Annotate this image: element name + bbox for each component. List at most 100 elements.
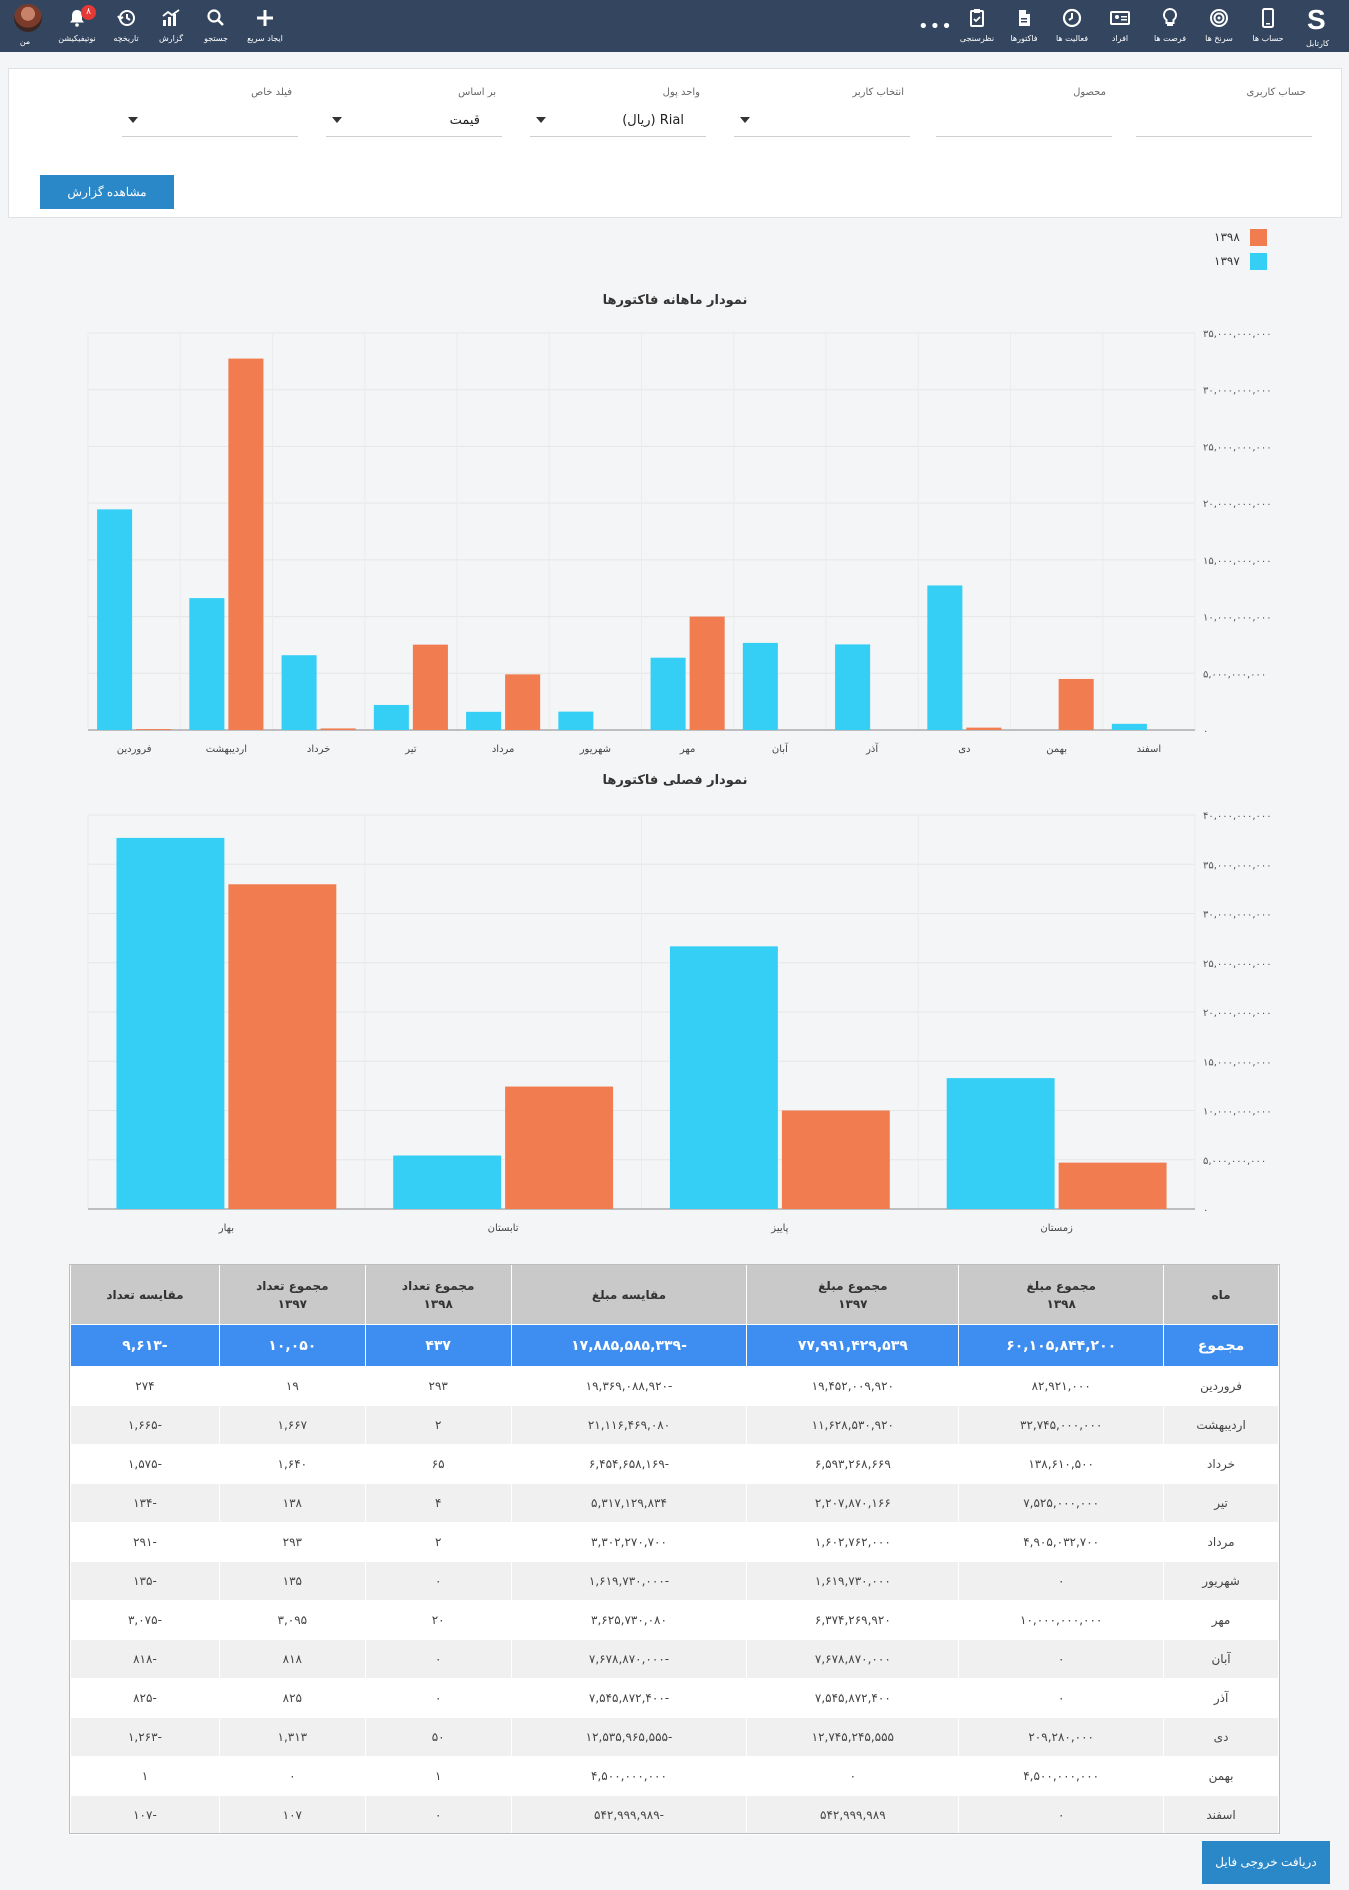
y-tick-label: ۰ [1203, 726, 1208, 737]
seasonal-chart-title: نمودار فصلی فاکتورها [602, 773, 748, 788]
filter-panel: حساب کاربری محصول انتخاب کاربر واحد پول … [8, 68, 1342, 218]
x-tick-label: مهر [679, 744, 695, 755]
nav-survey[interactable]: نظرسنجی [955, 0, 999, 52]
table-cell: ۲۱,۱۱۶,۴۶۹,۰۸۰ [510, 1405, 748, 1445]
table-cell: -۱,۵۷۵ [70, 1444, 220, 1484]
table-cell: -۲۹۱ [70, 1522, 220, 1562]
table-cell: ۰ [958, 1561, 1165, 1601]
y-tick-label: ۲۰,۰۰۰,۰۰۰,۰۰۰ [1203, 1008, 1272, 1019]
y-tick-label: ۲۵,۰۰۰,۰۰۰,۰۰۰ [1203, 442, 1272, 453]
col-amount-compare: مقایسه مبلغ [510, 1264, 748, 1325]
nav-opportunities[interactable]: فرصت ها [1148, 0, 1192, 52]
table-cell: ۳,۰۹۵ [218, 1600, 366, 1640]
total-cell: ۷۷,۹۹۱,۴۲۹,۵۳۹ [746, 1324, 960, 1367]
legend-item-1397[interactable]: ۱۳۹۷ [1210, 251, 1270, 275]
account-field[interactable]: حساب کاربری [1136, 87, 1312, 137]
table-cell: ۰ [958, 1678, 1165, 1718]
table-cell: ۰ [364, 1795, 512, 1835]
bar-1397 [373, 704, 409, 730]
table-row: خرداد ۱۳۸,۶۱۰,۵۰۰ ۶,۵۹۳,۲۶۸,۶۶۹ -۶,۴۵۴,۶۵۸,… [70, 1444, 1279, 1484]
table-cell: ۳,۶۲۵,۷۳۰,۰۸۰ [510, 1600, 748, 1640]
bar-1397 [669, 946, 778, 1209]
table-cell: ۰ [958, 1795, 1165, 1835]
export-file-button[interactable]: دریافت خروجی فایل [1202, 1841, 1330, 1884]
nav-leads[interactable]: سرنخ ها [1197, 0, 1241, 52]
bar-1397 [650, 657, 686, 730]
bar-1397 [835, 644, 871, 730]
bar-1397 [1111, 723, 1147, 730]
app-logo[interactable]: S [1307, 4, 1326, 35]
total-cell: ۶۰,۱۰۵,۸۴۴,۲۰۰ [958, 1324, 1165, 1367]
nav-quick-create[interactable]: ایجاد سریع [243, 0, 287, 52]
nav-activities-label: فعالیت ها [1055, 34, 1089, 43]
based-on-select[interactable]: بر اساس قیمت [326, 87, 502, 137]
bar-1397 [393, 1155, 502, 1209]
nav-profile-label: من [19, 37, 31, 46]
currency-select[interactable]: واحد پول Rial (ریال) [530, 87, 706, 137]
x-tick-label: فروردین [117, 744, 152, 755]
top-navigation-bar: من ۸ نوتیفیکیشن تاریخچه گزارش جستجو ایجا… [0, 0, 1349, 52]
nav-leads-label: سرنخ ها [1205, 34, 1233, 43]
custom-field-select[interactable]: فیلد خاص [122, 87, 298, 137]
nav-history[interactable]: تاریخچه [104, 0, 148, 52]
y-tick-label: ۳۰,۰۰۰,۰۰۰,۰۰۰ [1203, 910, 1272, 921]
nav-search[interactable]: جستجو [194, 0, 238, 52]
nav-cartable-label[interactable]: کارتابل [1306, 39, 1330, 48]
bar-1397 [97, 509, 133, 730]
x-tick-label: دی [958, 744, 970, 755]
bar-1398 [966, 727, 1002, 730]
x-tick-label: شهریور [579, 744, 611, 755]
table-cell: -۱۳۵ [70, 1561, 220, 1601]
bar-1398 [136, 729, 172, 730]
table-cell: ۶,۵۹۳,۲۶۸,۶۶۹ [746, 1444, 960, 1484]
y-tick-label: ۱۵,۰۰۰,۰۰۰,۰۰۰ [1203, 1057, 1272, 1068]
more-menu-icon[interactable]: ••• [918, 16, 953, 37]
seasonal-invoice-chart: ۰ ۵,۰۰۰,۰۰۰,۰۰۰ ۱۰,۰۰۰,۰۰۰,۰۰۰ ۱۵,۰۰۰,۰۰۰,۰… [87, 811, 1272, 1234]
nav-report[interactable]: گزارش [149, 0, 193, 52]
view-report-button[interactable]: مشاهده گزارش [40, 175, 174, 209]
table-cell: ۲ [364, 1522, 512, 1562]
table-cell: ۱۰,۰۰۰,۰۰۰,۰۰۰ [958, 1600, 1165, 1640]
nav-opportunities-label: فرصت ها [1153, 34, 1187, 43]
custom-field-label: فیلد خاص [251, 87, 292, 98]
nav-quick-create-label: ایجاد سریع [247, 34, 283, 43]
table-cell: آبان [1163, 1639, 1279, 1679]
user-select[interactable]: انتخاب کاربر [734, 87, 910, 137]
x-tick-label: اردیبهشت [206, 744, 247, 755]
table-cell: ۱,۳۱۳ [218, 1717, 366, 1757]
product-field[interactable]: محصول [936, 87, 1112, 137]
nav-people[interactable]: افراد [1098, 0, 1142, 52]
nav-activities[interactable]: فعالیت ها [1050, 0, 1094, 52]
table-row: مهر ۱۰,۰۰۰,۰۰۰,۰۰۰ ۶,۳۷۴,۲۶۹,۹۲۰ ۳,۶۲۵,۷۳۰,… [70, 1600, 1279, 1640]
x-tick-label: زمستان [1040, 1223, 1073, 1234]
nav-history-label: تاریخچه [113, 34, 139, 43]
nav-accounts[interactable]: حساب ها [1246, 0, 1290, 52]
legend-item-1398[interactable]: ۱۳۹۸ [1210, 227, 1270, 251]
nav-profile[interactable]: من [3, 0, 47, 52]
nav-notifications[interactable]: ۸ نوتیفیکیشن [55, 0, 99, 52]
total-cell: مجموع [1163, 1324, 1279, 1367]
based-on-value: قیمت [449, 113, 480, 128]
col-count-compare: مقایسه تعداد [70, 1264, 220, 1325]
table-cell: ۲۰ [364, 1600, 512, 1640]
chevron-down-icon [332, 117, 342, 123]
table-row: دی ۲۰۹,۲۸۰,۰۰۰ ۱۲,۷۴۵,۲۴۵,۵۵۵ -۱۲,۵۳۵,۹۶۵,۵… [70, 1717, 1279, 1757]
y-tick-label: ۴۰,۰۰۰,۰۰۰,۰۰۰ [1203, 811, 1272, 822]
table-cell: اردیبهشت [1163, 1405, 1279, 1445]
table-cell: ۷,۶۷۸,۸۷۰,۰۰۰ [746, 1639, 960, 1679]
bar-1398 [320, 728, 356, 730]
bar-1397 [189, 598, 225, 730]
table-cell: ۲۹۳ [218, 1522, 366, 1562]
table-cell: -۸۱۸ [70, 1639, 220, 1679]
x-tick-label: تابستان [488, 1223, 519, 1234]
legend-swatch [1250, 229, 1267, 246]
y-tick-label: ۵,۰۰۰,۰۰۰,۰۰۰ [1203, 1156, 1266, 1167]
col-total-amount-1398: مجموع مبلغ ۱۳۹۸ [958, 1264, 1165, 1325]
table-header-row: ماه مجموع مبلغ ۱۳۹۸ مجموع مبلغ ۱۳۹۷ مقای… [70, 1264, 1279, 1325]
chart-legend: ۱۳۹۸ ۱۳۹۷ [1210, 227, 1270, 275]
nav-invoices[interactable]: فاکتورها [1002, 0, 1046, 52]
bar-1398 [505, 1086, 614, 1209]
monthly-chart-title: نمودار ماهانه فاکتورها [602, 293, 748, 308]
table-cell: فروردین [1163, 1366, 1279, 1406]
table-cell: ۱۰۷ [218, 1795, 366, 1835]
